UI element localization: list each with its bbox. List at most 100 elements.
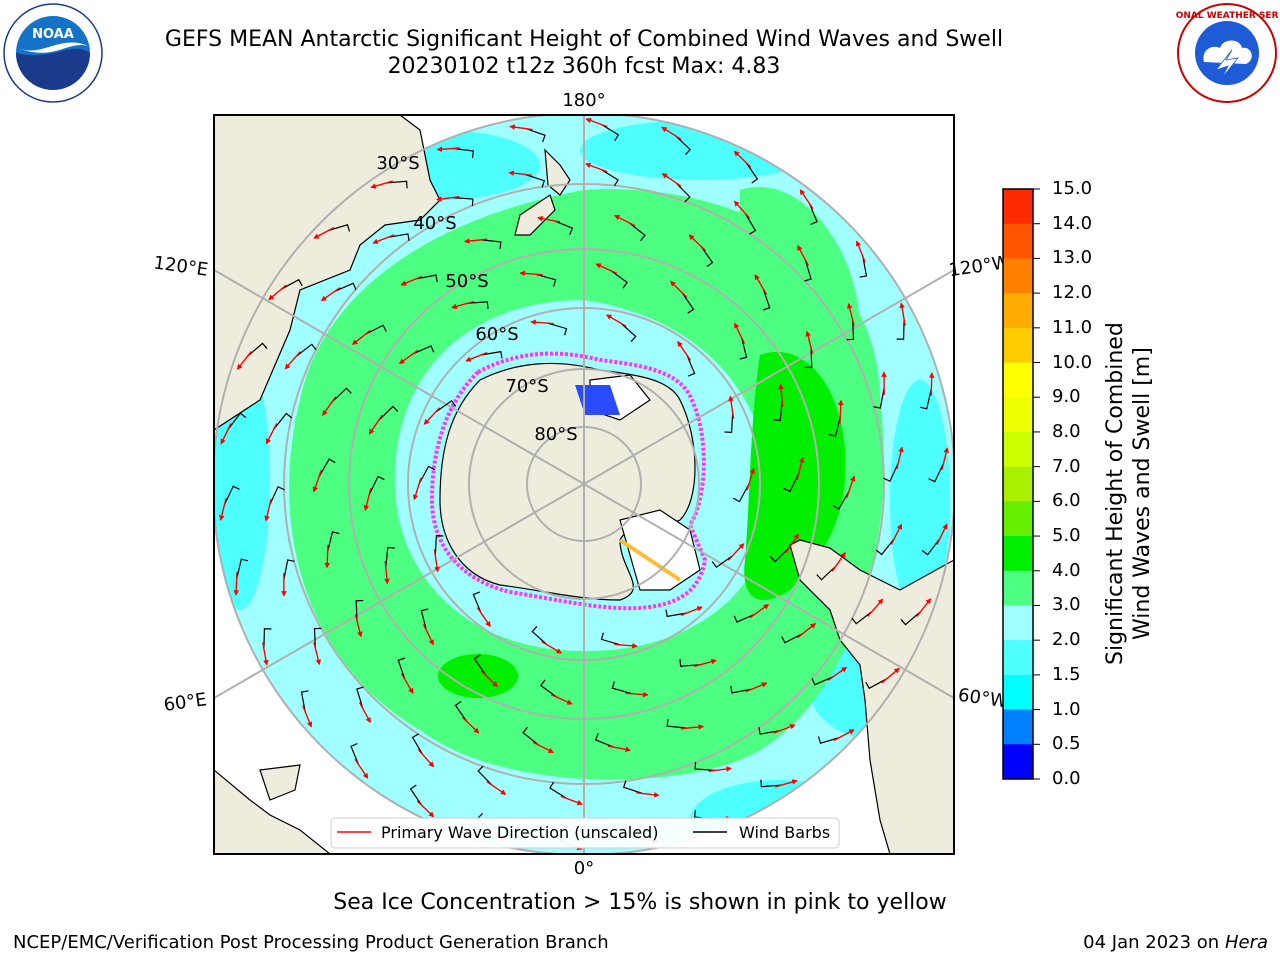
- legend-wave-label: Primary Wave Direction (unscaled): [381, 823, 658, 842]
- wind-barb: [480, 350, 503, 359]
- wave-direction-arrow: [694, 658, 717, 668]
- wave-direction-arrow: [890, 523, 903, 545]
- wave-direction-arrow: [416, 800, 435, 818]
- wave-direction-arrow: [827, 666, 848, 681]
- wave-direction-arrow: [745, 682, 768, 693]
- wind-barb: [811, 676, 834, 686]
- graticule: [214, 115, 954, 854]
- wave-direction-arrow: [236, 350, 252, 370]
- wave-direction-arrow: [733, 200, 751, 219]
- wave-direction-arrow: [607, 745, 632, 753]
- wind-barb: [724, 412, 734, 434]
- land-africa: [214, 769, 331, 854]
- wind-barb: [675, 182, 691, 203]
- lon-label-120e: 120°E: [152, 252, 209, 280]
- wave-direction-arrow: [928, 372, 935, 396]
- wave-direction-arrow: [451, 300, 474, 310]
- wind-barb: [385, 546, 395, 568]
- wave-direction-arrow: [354, 759, 369, 779]
- wave-direction-arrow: [264, 498, 272, 522]
- wind-barb: [700, 245, 714, 268]
- wave-direction-arrow: [220, 423, 232, 445]
- wave-direction-arrow: [302, 705, 313, 728]
- chart-title: GEFS MEAN Antarctic Significant Height o…: [164, 27, 1004, 52]
- wave-direction-arrow: [669, 280, 688, 298]
- wind-barb: [378, 405, 399, 421]
- wave-direction-arrow: [846, 475, 856, 498]
- colorbar-segment: [1003, 223, 1033, 259]
- colorbar-segment: [1003, 397, 1033, 433]
- wind-barb: [859, 256, 868, 278]
- colorbar-segment: [1003, 744, 1033, 780]
- wave-direction-arrow: [614, 214, 636, 227]
- wave-direction-arrow: [463, 238, 488, 244]
- wave-direction-arrow: [465, 352, 488, 362]
- colorbar-title-line1: Significant Height of Combined: [1103, 322, 1128, 665]
- wave-direction-arrow: [833, 729, 855, 742]
- machine-name: Hera: [1224, 932, 1268, 953]
- wave-direction-arrow: [746, 467, 756, 491]
- wave-direction-arrow: [595, 263, 617, 274]
- colorbar-tick-label: 9.0: [1052, 386, 1081, 408]
- wind-barb: [745, 162, 759, 184]
- colorbar-tick-label: 0.5: [1052, 733, 1081, 755]
- colorbar-segment: [1003, 709, 1033, 745]
- land-antarctica: [439, 362, 696, 601]
- wave-direction-arrow: [625, 691, 649, 698]
- colorbar-tick-label: 6.0: [1052, 490, 1081, 512]
- colorbar-tick-label: 1.5: [1052, 663, 1081, 685]
- colorbar-tick-label: 11.0: [1052, 316, 1093, 338]
- map-legend: Primary Wave Direction (unscaled) Wind B…: [330, 817, 840, 849]
- wind-barb: [269, 486, 285, 506]
- wave-direction-arrow: [708, 766, 733, 772]
- wind-barb: [739, 337, 748, 360]
- colorbar-segment: [1003, 258, 1033, 294]
- colorbar-segment: [1003, 536, 1033, 572]
- wind-barb: [467, 301, 489, 309]
- run-date-text: 04 Jan 2023 on: [1083, 932, 1225, 953]
- wave-direction-arrow: [734, 322, 746, 345]
- colorbar-tick-label: 7.0: [1052, 455, 1081, 477]
- wave-direction-arrow: [846, 302, 855, 326]
- lat-label-40s: 40°S: [413, 213, 456, 234]
- wave-direction-arrow: [486, 781, 507, 795]
- wave-band-3-4m: [289, 189, 884, 780]
- wave-direction-arrow: [461, 716, 480, 734]
- wave-direction-arrow: [400, 673, 414, 694]
- lon-label-120w: 120°W: [947, 252, 1011, 281]
- wave-direction-arrow: [233, 572, 240, 596]
- noaa-logo: NOAA: [3, 3, 103, 103]
- wave-direction-arrow: [313, 642, 322, 666]
- wave-direction-arrow: [636, 792, 660, 798]
- wave-direction-arrow: [677, 340, 692, 361]
- wave-direction-arrow: [541, 641, 563, 654]
- wind-barb: [547, 322, 568, 336]
- nws-logo: NATIONAL WEATHER SERVICE: [1176, 3, 1278, 103]
- wind-barb: [418, 465, 435, 485]
- wind-barb: [434, 534, 444, 556]
- wave-direction-arrow: [614, 642, 638, 649]
- colorbar-tick-label: 12.0: [1052, 282, 1093, 304]
- wave-direction-arrow: [799, 189, 814, 209]
- wave-direction-arrow: [896, 446, 904, 470]
- wind-barb: [453, 147, 475, 159]
- wave-direction-arrow: [398, 349, 419, 365]
- wind-barb: [452, 197, 474, 207]
- wind-barb: [783, 473, 800, 493]
- colorbar-tick-label: 1.0: [1052, 698, 1081, 720]
- wind-barb: [883, 462, 899, 482]
- wind-barb: [355, 599, 364, 621]
- lat-label-60s: 60°S: [475, 324, 518, 345]
- wind-barb: [531, 626, 548, 646]
- wave-direction-arrow: [412, 477, 422, 501]
- wind-barb: [549, 781, 568, 800]
- wave-direction-arrow: [509, 124, 533, 131]
- wind-barb: [350, 743, 360, 765]
- wind-barb: [480, 239, 502, 249]
- wave-direction-arrow: [320, 287, 341, 302]
- colorbar-tick-label: 0.0: [1052, 768, 1081, 789]
- wave-direction-arrow: [796, 456, 805, 480]
- wave-direction-arrow: [536, 215, 561, 223]
- wind-barb: [804, 259, 812, 282]
- wind-barb: [733, 483, 750, 503]
